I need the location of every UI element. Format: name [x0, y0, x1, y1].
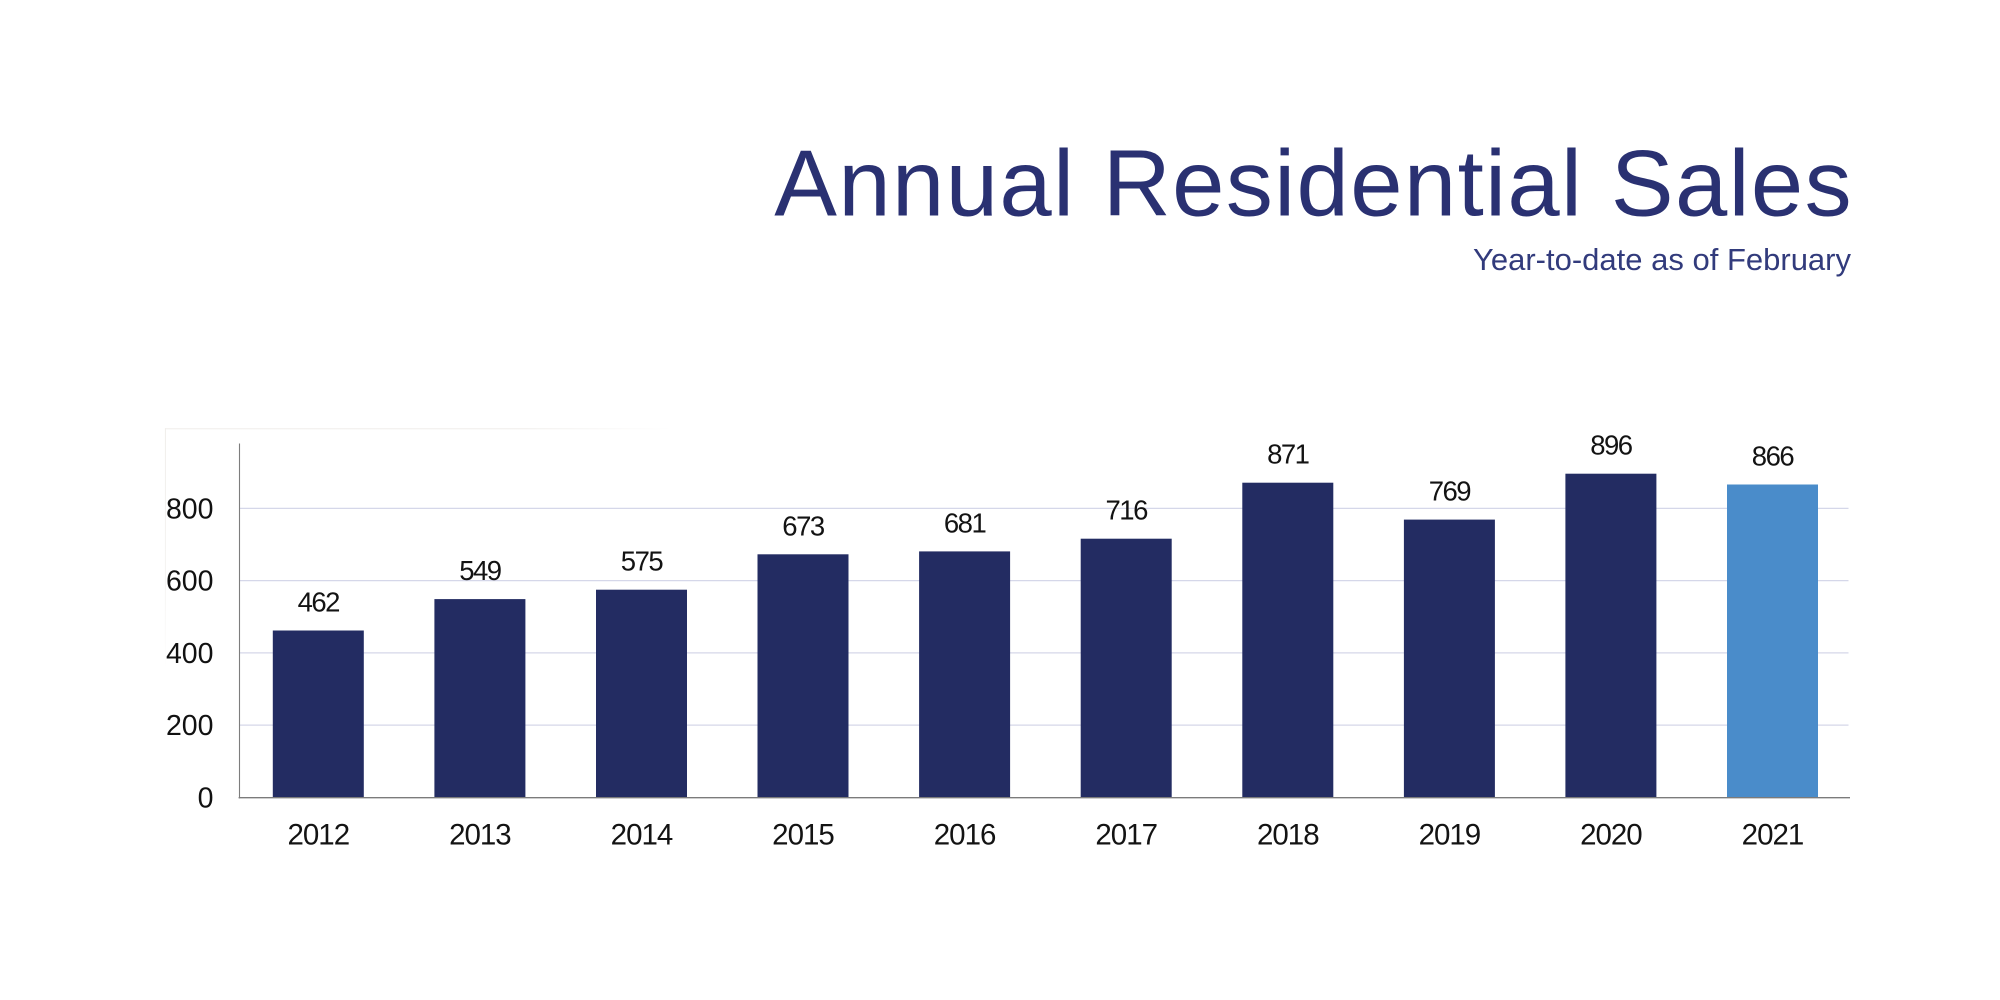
svg-text:769: 769	[1429, 476, 1471, 507]
svg-text:800: 800	[166, 493, 214, 525]
svg-text:600: 600	[166, 566, 214, 598]
svg-text:2017: 2017	[1095, 819, 1157, 852]
svg-text:871: 871	[1267, 439, 1309, 470]
svg-text:2021: 2021	[1742, 819, 1804, 852]
svg-text:2019: 2019	[1419, 819, 1481, 852]
svg-text:2016: 2016	[934, 819, 996, 852]
svg-text:896: 896	[1590, 430, 1633, 461]
svg-text:549: 549	[459, 555, 501, 586]
svg-text:Annual Residential Sales: Annual Residential Sales	[774, 131, 1853, 236]
svg-text:400: 400	[166, 638, 214, 670]
svg-text:2015: 2015	[772, 819, 834, 852]
svg-text:673: 673	[782, 510, 825, 541]
svg-text:Year-to-date as of February: Year-to-date as of February	[1473, 242, 1851, 277]
svg-text:2020: 2020	[1580, 819, 1642, 852]
svg-text:2013: 2013	[449, 819, 511, 852]
svg-text:2012: 2012	[287, 819, 349, 852]
svg-text:0: 0	[198, 783, 214, 815]
svg-text:2018: 2018	[1257, 819, 1319, 852]
svg-text:575: 575	[621, 546, 664, 577]
svg-text:866: 866	[1752, 441, 1795, 472]
svg-text:716: 716	[1106, 495, 1149, 526]
svg-text:2014: 2014	[611, 819, 673, 852]
svg-text:200: 200	[166, 710, 214, 742]
svg-text:681: 681	[944, 507, 986, 538]
svg-text:462: 462	[298, 587, 340, 618]
